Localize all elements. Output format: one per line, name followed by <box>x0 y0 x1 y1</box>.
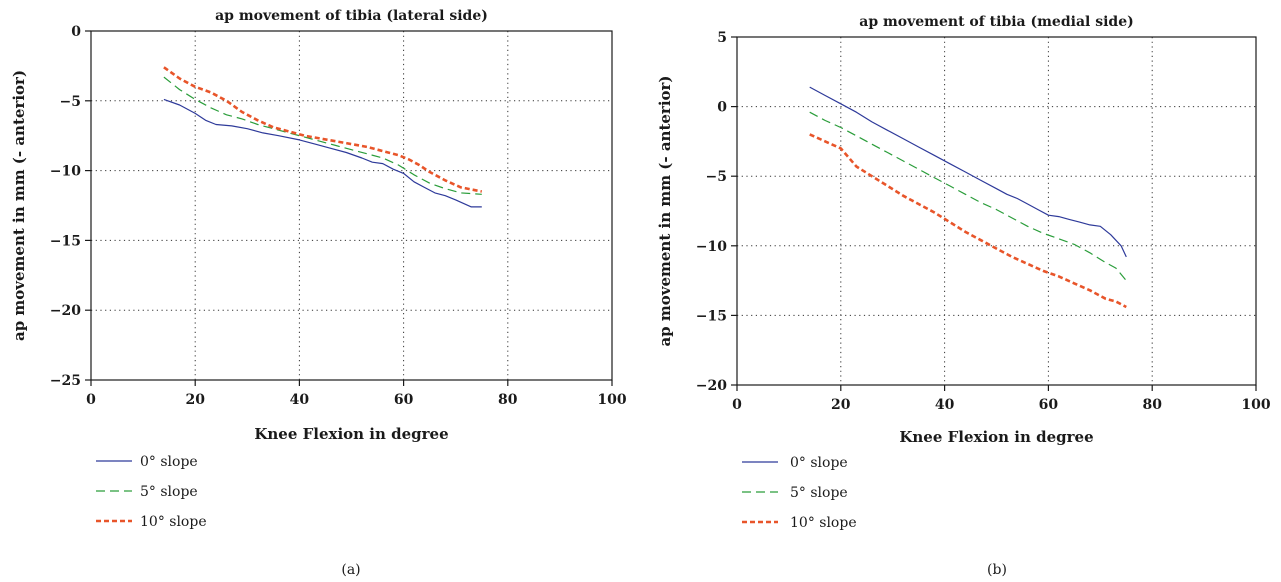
legend-label: 0° slope <box>790 455 848 471</box>
y-tick-label: 5 <box>717 30 727 46</box>
y-tick-label: −20 <box>696 378 727 394</box>
y-tick-label: 0 <box>71 24 81 40</box>
legend-label: 0° slope <box>140 454 198 470</box>
series-line-0deg <box>163 98 482 208</box>
legend-label: 10° slope <box>140 514 207 530</box>
y-axis-label: ap movement in mm (- anterior) <box>10 70 28 341</box>
y-tick-label: −10 <box>50 164 81 180</box>
x-tick-label: 20 <box>831 397 851 413</box>
y-tick-label: −15 <box>696 308 727 324</box>
series-line-5deg <box>163 76 482 195</box>
series-line-5deg <box>809 111 1127 281</box>
chart-panel-b: 0 20 40 60 80 100 5 0 −5 −10 −15 −20 ap movement of … <box>656 14 1271 578</box>
series-line-0deg <box>809 86 1127 258</box>
y-tick-label: −25 <box>50 373 81 389</box>
chart-title: ap movement of tibia (medial side) <box>859 14 1133 30</box>
x-axis-label: Knee Flexion in degree <box>254 425 448 443</box>
x-tick-label: 20 <box>185 392 205 408</box>
x-tick-label: 100 <box>597 392 626 408</box>
y-tick-label: −10 <box>696 239 727 255</box>
y-tick-label: −5 <box>60 94 81 110</box>
x-tick-label: 0 <box>86 392 96 408</box>
y-tick-label: −5 <box>706 169 727 185</box>
legend-label: 5° slope <box>140 484 198 500</box>
x-tick-label: 60 <box>1039 397 1059 413</box>
panel-caption: (b) <box>987 562 1007 578</box>
y-axis-label: ap movement in mm (- anterior) <box>656 75 674 346</box>
x-tick-label: 80 <box>498 392 518 408</box>
legend-label: 10° slope <box>790 515 857 531</box>
plot-frame <box>736 36 1257 386</box>
x-axis-label: Knee Flexion in degree <box>899 428 1093 446</box>
chart-panel-a: 0 20 40 60 80 100 0 −5 −10 −15 −20 −25 ap movement o… <box>10 8 627 578</box>
y-tick-label: −15 <box>50 233 81 249</box>
series-line-10deg <box>809 133 1127 309</box>
chart-title: ap movement of tibia (lateral side) <box>215 8 488 24</box>
plot-frame <box>90 30 613 381</box>
panel-caption: (a) <box>341 562 360 578</box>
series-line-10deg <box>163 66 483 193</box>
y-tick-label: −20 <box>50 303 81 319</box>
x-tick-label: 100 <box>1241 397 1270 413</box>
legend-label: 5° slope <box>790 485 848 501</box>
x-tick-label: 0 <box>732 397 742 413</box>
y-tick-label: 0 <box>717 100 727 116</box>
legend: 0° slope 5° slope 10° slope <box>96 454 207 530</box>
x-tick-label: 80 <box>1142 397 1162 413</box>
legend: 0° slope 5° slope 10° slope <box>742 455 857 531</box>
x-tick-label: 40 <box>935 397 955 413</box>
x-tick-label: 60 <box>394 392 414 408</box>
x-tick-label: 40 <box>290 392 310 408</box>
